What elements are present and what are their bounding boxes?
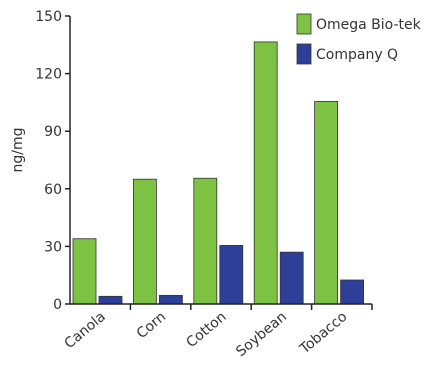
bar-corn-company-q [158, 294, 183, 305]
bar-soybean-company-q [279, 251, 304, 305]
bars [72, 41, 365, 305]
bar-soybean-omega-bio-tek [253, 41, 278, 305]
y-tick-label: 60 [44, 182, 62, 198]
bar-canola-omega-bio-tek [72, 238, 97, 305]
category-label: Corn [134, 309, 169, 342]
legend: Omega Bio-tek Company Q [296, 13, 422, 65]
category-label: Soybean [233, 309, 290, 360]
y-tick-label: 30 [44, 239, 62, 255]
legend-swatch [296, 43, 312, 65]
category-label: Canola [62, 309, 109, 352]
bar-corn-omega-bio-tek [132, 178, 157, 305]
y-tick-label: 120 [35, 67, 62, 83]
y-axis-title: ng/mg [10, 127, 26, 172]
category-label: Cotton [183, 309, 229, 351]
bar-canola-company-q [98, 295, 123, 305]
x-axis-ticks [129, 304, 373, 310]
y-axis-ticks: 0 30 60 90 120 150 [35, 9, 70, 313]
legend-swatch [296, 13, 312, 35]
y-tick-label: 0 [53, 297, 62, 313]
legend-label: Omega Bio-tek [316, 17, 422, 33]
bar-cotton-company-q [219, 245, 244, 305]
legend-label: Company Q [316, 47, 398, 63]
category-labels: Canola Corn Cotton Soybean Tobacco [62, 309, 351, 360]
y-tick-label: 90 [44, 124, 62, 140]
bar-tobacco-company-q [340, 279, 365, 305]
category-label: Tobacco [296, 309, 350, 358]
bar-tobacco-omega-bio-tek [314, 101, 339, 305]
y-tick-label: 150 [35, 9, 62, 25]
bar-cotton-omega-bio-tek [193, 177, 218, 305]
